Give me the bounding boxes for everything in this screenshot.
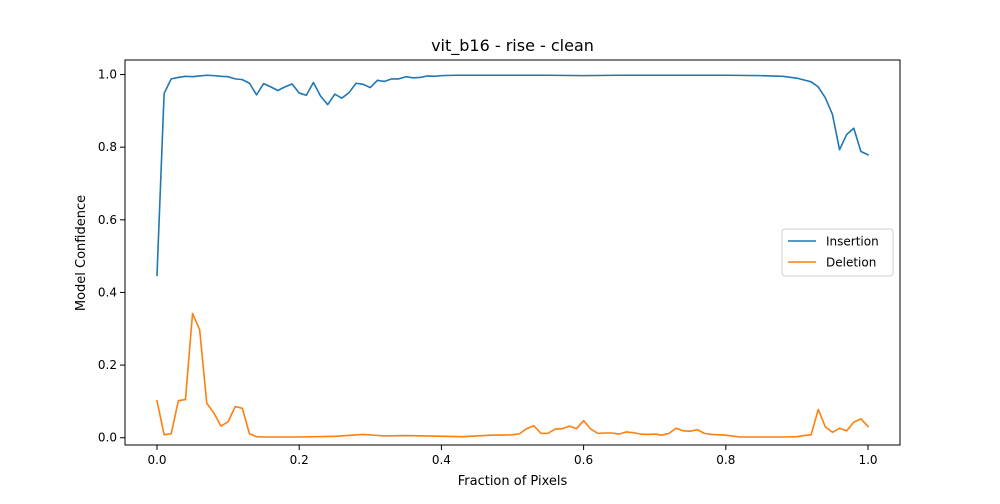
- deletion-series-line: [156, 312, 870, 438]
- x-tick-label: 0.6: [574, 453, 593, 467]
- y-tick-label: 1.0: [98, 68, 117, 82]
- x-tick-label: 0.0: [147, 453, 166, 467]
- y-axis-label: Model Confidence: [74, 195, 89, 311]
- legend-label-deletion: Deletion: [826, 256, 876, 270]
- insertion-series-line: [156, 74, 870, 277]
- y-tick-label: 0.0: [98, 431, 117, 445]
- plot-frame: [124, 59, 901, 446]
- y-tick-label: 0.8: [98, 140, 117, 154]
- x-tick-label: 0.2: [290, 453, 309, 467]
- y-tick-label: 0.2: [98, 358, 117, 372]
- series-layer: [156, 74, 870, 438]
- x-tick-label: 0.8: [716, 453, 735, 467]
- chart-title: vit_b16 - rise - clean: [431, 36, 594, 56]
- legend: Insertion Deletion: [781, 228, 894, 277]
- y-tick-label: 0.4: [98, 285, 117, 299]
- x-tick-label: 0.4: [432, 453, 451, 467]
- y-tick-label: 0.6: [98, 213, 117, 227]
- x-tick-label: 1.0: [858, 453, 877, 467]
- legend-label-insertion: Insertion: [826, 235, 879, 249]
- ticks-layer: 0.0 0.2 0.4 0.6 0.8 1.0 0.0 0.2 0.4 0.6 0.8 1.0: [98, 68, 878, 467]
- x-axis-label: Fraction of Pixels: [458, 474, 568, 489]
